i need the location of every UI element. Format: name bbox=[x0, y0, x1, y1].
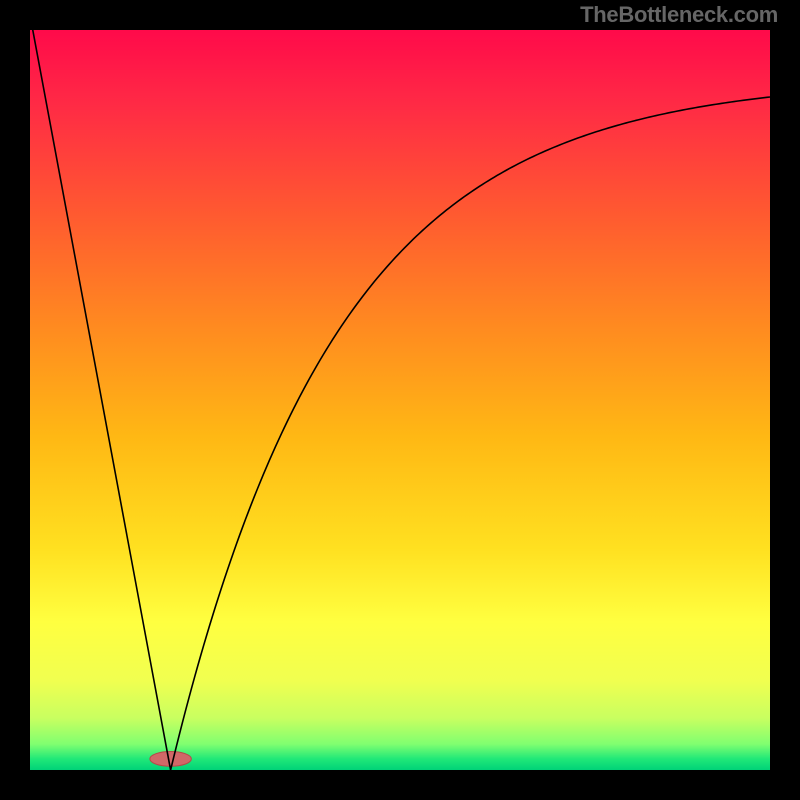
watermark-text: TheBottleneck.com bbox=[580, 2, 778, 28]
plot-background bbox=[30, 30, 770, 770]
minimum-marker bbox=[150, 752, 191, 767]
bottleneck-chart bbox=[0, 0, 800, 800]
chart-container: TheBottleneck.com bbox=[0, 0, 800, 800]
